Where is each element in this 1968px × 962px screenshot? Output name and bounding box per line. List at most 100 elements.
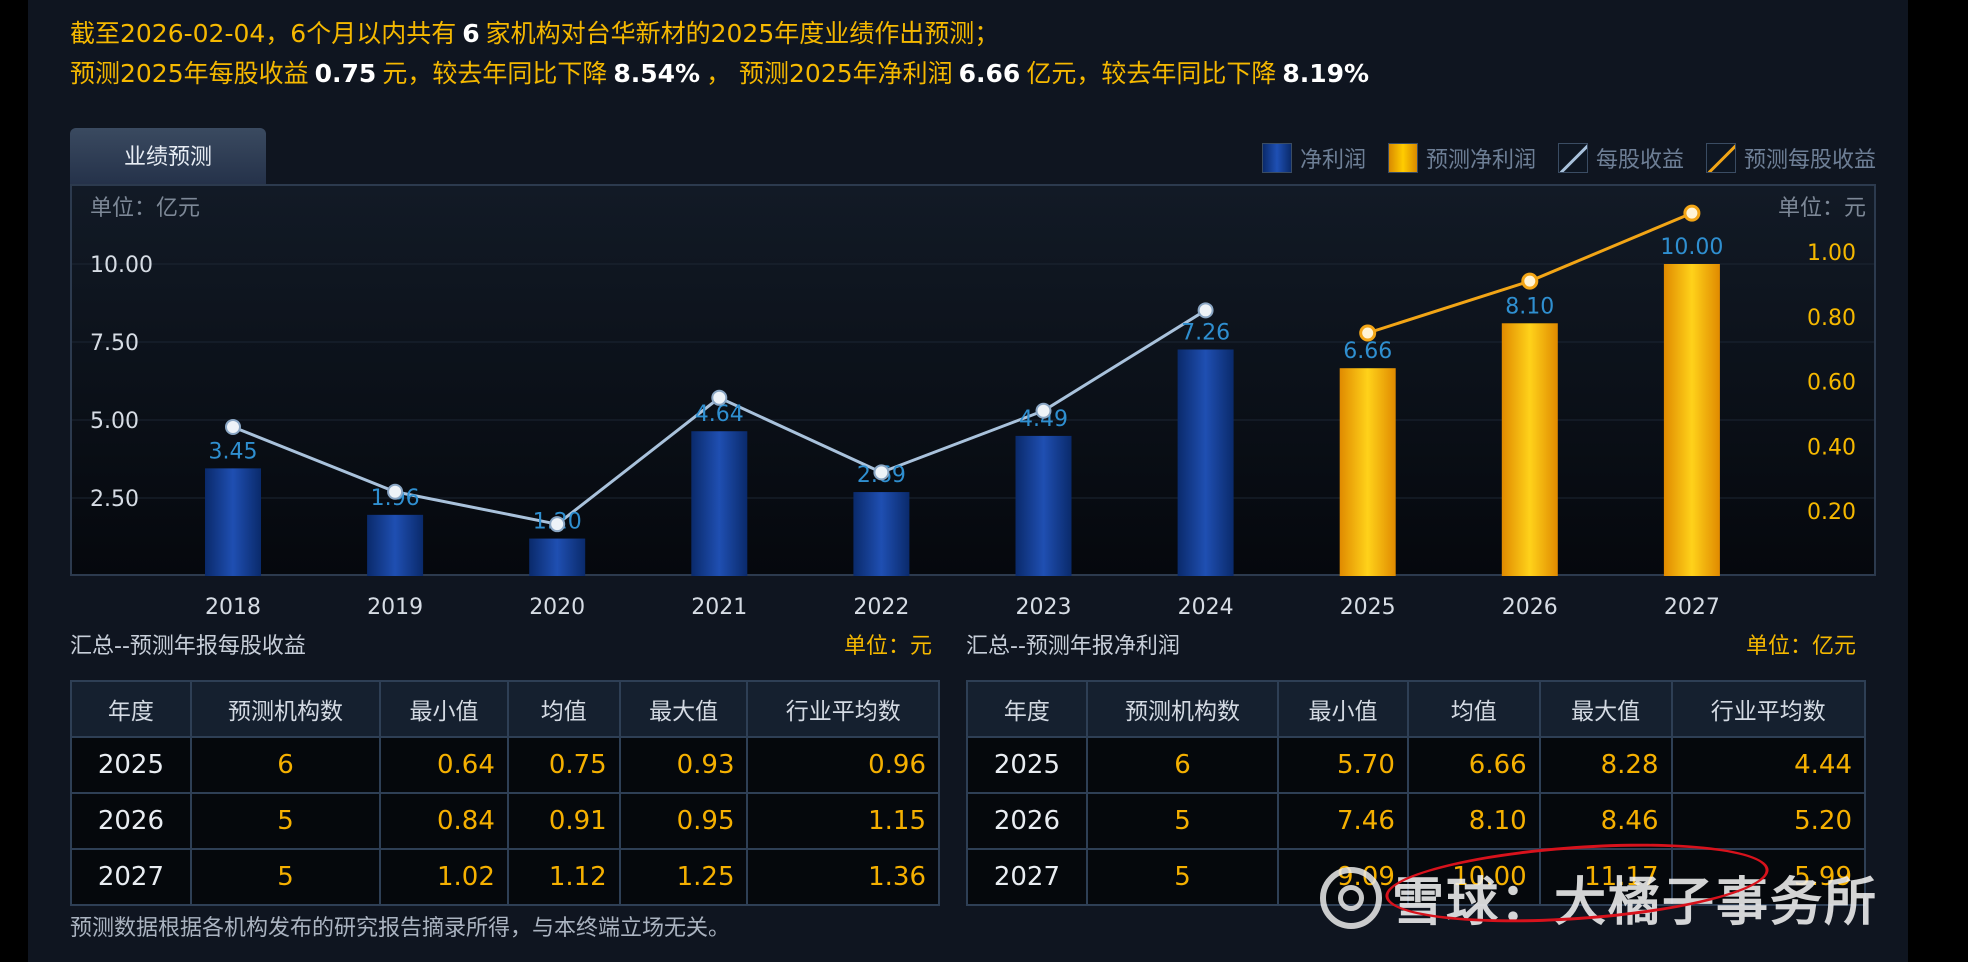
legend-label: 预测每股收益: [1743, 148, 1876, 173]
max-cell: 8.28: [1538, 736, 1673, 794]
mean-cell: 6.66: [1406, 736, 1541, 794]
net-profit-bar: [205, 468, 261, 576]
industry-avg-cell: 4.44: [1670, 736, 1867, 794]
legend-swatch-net-profit: [1261, 143, 1292, 173]
net-profit-change-value: 8.19%: [1282, 59, 1370, 88]
tab-performance-forecast[interactable]: 业绩预测: [70, 128, 266, 184]
net-profit-bar: [1177, 349, 1234, 576]
x-tick-label: 2023: [1016, 595, 1072, 620]
column-header: 预测机构数: [1085, 680, 1280, 738]
y-tick-label: 10.00: [90, 253, 153, 278]
forecast-net-profit-bar: [1501, 323, 1558, 576]
industry-avg-cell: 5.20: [1670, 792, 1867, 850]
legend-swatch-eps: [1557, 143, 1588, 173]
count-cell: 5: [189, 848, 382, 906]
forecast-net-profit-bar: [1339, 368, 1396, 576]
max-cell: 0.95: [618, 792, 749, 850]
legend-label: 预测净利润: [1425, 148, 1536, 173]
chart-legend: 净利润 预测净利润 每股收益 预测每股收益: [1261, 142, 1876, 174]
y-tick-label: 2.50: [90, 487, 139, 512]
x-tick-label: 2026: [1502, 595, 1558, 620]
year-cell: 2026: [70, 792, 192, 850]
legend-item-net-profit[interactable]: 净利润: [1261, 142, 1366, 174]
eps-point: [1035, 402, 1052, 419]
y-tick-label: 7.50: [90, 331, 139, 356]
table-row: 2026 5 7.46 8.10 8.46 5.20: [966, 792, 1867, 850]
net-profit-bar: [853, 492, 910, 576]
max-cell: 0.93: [618, 736, 749, 794]
industry-avg-cell: 0.96: [746, 736, 940, 794]
mean-cell: 8.10: [1406, 792, 1541, 850]
table-row: 2027 5 9.09 10.00 11.17 5.99: [966, 848, 1867, 906]
legend-item-forecast-net-profit[interactable]: 预测净利润: [1387, 142, 1536, 174]
x-tick-label: 2024: [1178, 595, 1234, 620]
forecast-eps-point: [1683, 204, 1701, 222]
forecast-eps-point: [1359, 324, 1377, 342]
table-row: 2025 6 0.64 0.75 0.93 0.96: [70, 736, 940, 794]
forecast-eps-point: [1521, 272, 1539, 290]
y2-tick-label: 0.60: [1807, 371, 1856, 396]
count-cell: 5: [189, 792, 382, 850]
mean-cell: 0.75: [506, 736, 621, 794]
x-tick-label: 2020: [529, 595, 585, 620]
summary-text: 截至2026-02-04，6个月以内共有: [70, 19, 457, 48]
x-tick-label: 2025: [1340, 595, 1396, 620]
institution-count: 6: [462, 19, 480, 48]
legend-item-forecast-eps[interactable]: 预测每股收益: [1705, 142, 1876, 174]
summary-line-2: 预测2025年每股收益 0.75 元，较去年同比下降 8.54%， 预测2025年净利…: [70, 54, 1375, 90]
forecast-eps-value: 0.75: [314, 59, 377, 88]
x-tick-label: 2027: [1664, 595, 1720, 620]
eps-point: [873, 464, 890, 481]
bar-value-label: 6.66: [1343, 339, 1392, 364]
eps-table-title: 汇总--预测年报每股收益: [70, 634, 306, 659]
column-header: 年度: [70, 680, 192, 738]
bar-value-label: 8.10: [1505, 294, 1554, 319]
eps-point: [387, 483, 404, 500]
net-profit-bar: [529, 538, 586, 576]
np-table-unit: 单位：亿元: [1746, 634, 1857, 659]
eps-table-unit: 单位：元: [844, 634, 933, 659]
industry-avg-cell: 1.15: [746, 792, 940, 850]
summary-line-1: 截至2026-02-04，6个月以内共有 6 家机构对台华新材的2025年度业绩作出…: [70, 14, 999, 50]
y2-tick-label: 0.40: [1807, 435, 1856, 460]
bar-value-label: 3.45: [209, 439, 258, 464]
count-cell: 6: [1085, 736, 1280, 794]
summary-text: 元，较去年同比下降: [382, 59, 608, 88]
y-tick-label: 5.00: [90, 409, 139, 434]
industry-avg-cell: 1.36: [746, 848, 940, 906]
eps-point: [1197, 302, 1214, 319]
eps-point: [711, 389, 728, 406]
x-tick-label: 2019: [367, 595, 423, 620]
min-cell: 7.46: [1277, 792, 1409, 850]
column-header: 最大值: [1538, 680, 1673, 738]
legend-label: 净利润: [1299, 148, 1366, 173]
mean-cell: 0.91: [506, 792, 621, 850]
forecast-net-profit-bar: [1663, 264, 1720, 576]
min-cell: 0.84: [379, 792, 509, 850]
legend-label: 每股收益: [1595, 148, 1684, 173]
table-row: 2025 6 5.70 6.66 8.28 4.44: [966, 736, 1867, 794]
eps-change-value: 8.54%: [613, 59, 701, 88]
mean-cell: 10.00: [1406, 848, 1541, 906]
np-table-title: 汇总--预测年报净利润: [966, 634, 1180, 659]
count-cell: 6: [189, 736, 382, 794]
max-cell: 1.25: [618, 848, 749, 906]
x-tick-label: 2021: [691, 595, 747, 620]
table-header-row: 年度 预测机构数 最小值 均值 最大值 行业平均数: [70, 680, 940, 738]
right-axis-unit: 单位：元: [1778, 196, 1866, 221]
industry-avg-cell: 5.99: [1670, 848, 1867, 906]
left-axis-unit: 单位：亿元: [90, 196, 200, 221]
summary-text: ， 预测2025年净利润: [706, 59, 953, 88]
net-profit-bar: [691, 431, 748, 576]
y2-tick-label: 1.00: [1807, 241, 1856, 266]
table-row: 2026 5 0.84 0.91 0.95 1.15: [70, 792, 940, 850]
net-profit-forecast-table: 年度 预测机构数 最小值 均值 最大值 行业平均数 2025 6 5.70 6.…: [966, 680, 1867, 906]
x-tick-label: 2022: [853, 595, 909, 620]
x-tick-label: 2018: [205, 595, 261, 620]
column-header: 均值: [506, 680, 621, 738]
net-profit-bar: [367, 514, 424, 576]
legend-item-eps[interactable]: 每股收益: [1557, 142, 1684, 174]
forecast-net-profit-value: 6.66: [958, 59, 1021, 88]
y2-tick-label: 0.20: [1807, 500, 1856, 525]
year-cell: 2025: [966, 736, 1088, 794]
